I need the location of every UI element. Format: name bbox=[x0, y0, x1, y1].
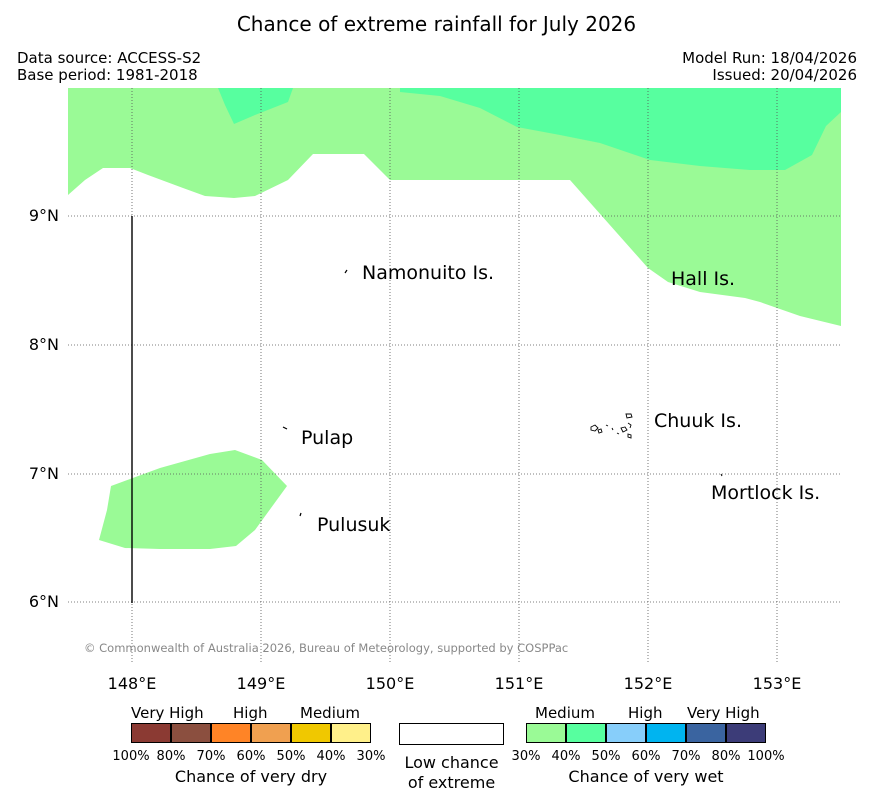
lon-label-151e: 151°E bbox=[494, 674, 544, 693]
lon-label-148e: 148°E bbox=[107, 674, 157, 693]
base-period: Base period: 1981-2018 bbox=[17, 66, 198, 84]
dry-swatch-80-70 bbox=[171, 723, 211, 743]
wet-swatch-50-60 bbox=[606, 723, 646, 743]
wet-tick-100: 100% bbox=[747, 749, 785, 764]
pulusuk-island-mark bbox=[299, 512, 302, 517]
wet-header-very-high: Very High bbox=[687, 704, 760, 722]
place-pulap: Pulap bbox=[301, 427, 354, 449]
lon-label-153e: 153°E bbox=[752, 674, 802, 693]
wet-swatch-40-50 bbox=[566, 723, 606, 743]
dry-swatch-100-80 bbox=[131, 723, 171, 743]
dry-tick-60: 60% bbox=[236, 749, 266, 764]
lon-label-150e: 150°E bbox=[365, 674, 415, 693]
namonuito-island-mark bbox=[344, 269, 348, 274]
dry-swatch-70-60 bbox=[211, 723, 251, 743]
dry-header-very-high: Very High bbox=[131, 704, 204, 722]
place-chuuk: Chuuk Is. bbox=[654, 410, 742, 432]
mortlock-island-mark bbox=[720, 473, 723, 477]
wet-region-southwest bbox=[99, 450, 287, 549]
wet-tick-30: 30% bbox=[511, 749, 541, 764]
dry-swatch-40-30 bbox=[331, 723, 371, 743]
place-pulusuk: Pulusuk bbox=[317, 514, 391, 536]
issued-date: Issued: 20/04/2026 bbox=[712, 66, 857, 84]
wet-caption: Chance of very wet bbox=[568, 767, 724, 786]
place-namonuito: Namonuito Is. bbox=[362, 262, 495, 284]
lat-label-6n: 6°N bbox=[28, 592, 59, 611]
lon-label-152e: 152°E bbox=[623, 674, 673, 693]
low-chance-swatch bbox=[399, 723, 504, 745]
map-title: Chance of extreme rainfall for July 2026 bbox=[236, 12, 637, 36]
wet-region-north-medium-left bbox=[218, 88, 293, 124]
place-hall: Hall Is. bbox=[671, 268, 736, 290]
dry-tick-100: 100% bbox=[112, 749, 150, 764]
copyright-notice: © Commonwealth of Australia 2026, Bureau… bbox=[84, 641, 569, 655]
dry-swatch-60-50 bbox=[251, 723, 291, 743]
wet-swatch-30-40 bbox=[526, 723, 566, 743]
chuuk-islands-mark bbox=[590, 413, 633, 439]
wet-tick-70: 70% bbox=[671, 749, 701, 764]
data-source: Data source: ACCESS-S2 bbox=[17, 49, 202, 67]
dry-tick-50: 50% bbox=[276, 749, 306, 764]
lat-label-9n: 9°N bbox=[28, 206, 59, 225]
model-run: Model Run: 18/04/2026 bbox=[682, 49, 857, 67]
dry-header-high: High bbox=[233, 704, 268, 722]
pulap-island-mark bbox=[282, 426, 288, 430]
dry-caption: Chance of very dry bbox=[174, 767, 328, 786]
dry-tick-40: 40% bbox=[316, 749, 346, 764]
wet-header-medium: Medium bbox=[535, 704, 595, 722]
wet-header-high: High bbox=[628, 704, 663, 722]
dry-tick-80: 80% bbox=[156, 749, 186, 764]
place-mortlock: Mortlock Is. bbox=[711, 482, 821, 504]
wet-tick-80: 80% bbox=[711, 749, 741, 764]
dry-header-medium: Medium bbox=[300, 704, 360, 722]
wet-region-north-medium-right bbox=[400, 88, 841, 170]
wet-swatch-60-70 bbox=[646, 723, 686, 743]
wet-tick-40: 40% bbox=[551, 749, 581, 764]
lon-label-149e: 149°E bbox=[236, 674, 286, 693]
dry-tick-30: 30% bbox=[356, 749, 386, 764]
lat-label-8n: 8°N bbox=[28, 335, 59, 354]
dry-colorbar bbox=[131, 723, 371, 745]
dry-tick-70: 70% bbox=[196, 749, 226, 764]
wet-tick-60: 60% bbox=[631, 749, 661, 764]
dry-swatch-50-40 bbox=[291, 723, 331, 743]
wet-tick-50: 50% bbox=[591, 749, 621, 764]
low-chance-caption-line2: of extreme bbox=[407, 773, 496, 792]
wet-colorbar bbox=[526, 723, 766, 745]
wet-swatch-80-100 bbox=[726, 723, 766, 743]
low-chance-caption-line1: Low chance bbox=[404, 753, 499, 772]
wet-swatch-70-80 bbox=[686, 723, 726, 743]
lat-label-7n: 7°N bbox=[28, 464, 59, 483]
